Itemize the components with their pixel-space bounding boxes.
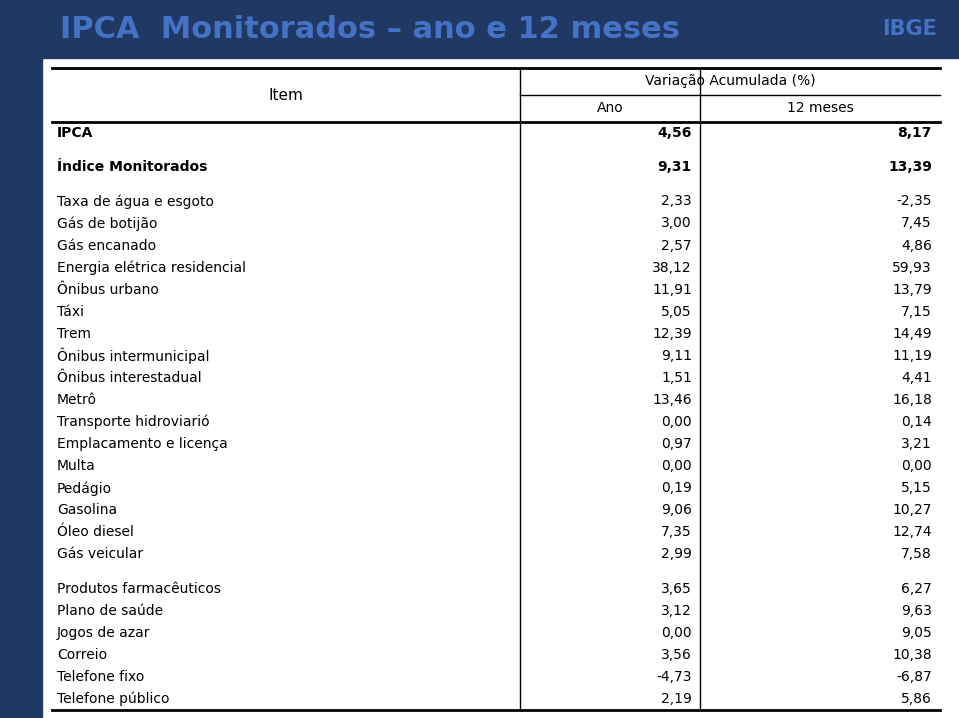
Text: 9,63: 9,63	[901, 604, 932, 617]
Text: 7,35: 7,35	[662, 526, 692, 539]
Text: 3,65: 3,65	[662, 582, 692, 596]
Text: IPCA  Monitorados – ano e 12 meses: IPCA Monitorados – ano e 12 meses	[60, 14, 680, 44]
Text: 7,58: 7,58	[901, 547, 932, 561]
Text: 59,93: 59,93	[893, 261, 932, 274]
Text: 8,17: 8,17	[898, 126, 932, 140]
Text: Metrô: Metrô	[57, 393, 97, 407]
Text: Emplacamento e licença: Emplacamento e licença	[57, 437, 227, 451]
Text: 7,15: 7,15	[901, 304, 932, 319]
Text: 13,46: 13,46	[652, 393, 692, 407]
Text: 0,97: 0,97	[662, 437, 692, 451]
Text: 4,86: 4,86	[901, 238, 932, 253]
Text: 11,19: 11,19	[892, 349, 932, 363]
Text: 1,51: 1,51	[661, 371, 692, 385]
Text: Óleo diesel: Óleo diesel	[57, 526, 134, 539]
Text: Ônibus urbano: Ônibus urbano	[57, 283, 159, 297]
Text: 0,00: 0,00	[662, 460, 692, 473]
Text: -2,35: -2,35	[897, 195, 932, 208]
Text: -4,73: -4,73	[657, 670, 692, 684]
Text: 5,15: 5,15	[901, 481, 932, 495]
Text: 3,56: 3,56	[662, 648, 692, 662]
Text: 4,56: 4,56	[658, 126, 692, 140]
Text: 16,18: 16,18	[892, 393, 932, 407]
Text: Gasolina: Gasolina	[57, 503, 117, 518]
Text: 12,39: 12,39	[652, 327, 692, 341]
Text: 2,99: 2,99	[661, 547, 692, 561]
Text: 5,86: 5,86	[901, 692, 932, 706]
Bar	[0, 0, 42, 718]
Text: Multa: Multa	[57, 460, 96, 473]
Text: Variação Acumulada (%): Variação Acumulada (%)	[644, 75, 815, 88]
Text: Gás veicular: Gás veicular	[57, 547, 143, 561]
Text: 7,45: 7,45	[901, 217, 932, 230]
Text: Trem: Trem	[57, 327, 91, 341]
Text: 38,12: 38,12	[652, 261, 692, 274]
Text: 0,19: 0,19	[661, 481, 692, 495]
Text: 11,91: 11,91	[652, 283, 692, 297]
Text: 0,00: 0,00	[662, 626, 692, 640]
Bar	[0, 0, 959, 58]
Text: Energia elétrica residencial: Energia elétrica residencial	[57, 261, 246, 275]
Text: IPCA: IPCA	[57, 126, 93, 140]
Text: 0,14: 0,14	[901, 415, 932, 429]
Text: 3,12: 3,12	[662, 604, 692, 617]
Text: 9,11: 9,11	[661, 349, 692, 363]
Text: IBGE: IBGE	[882, 19, 938, 39]
Text: 9,05: 9,05	[901, 626, 932, 640]
Text: 2,19: 2,19	[661, 692, 692, 706]
Text: Item: Item	[269, 88, 303, 103]
Text: Telefone público: Telefone público	[57, 691, 170, 707]
Text: Transporte hidroviarió: Transporte hidroviarió	[57, 415, 210, 429]
Text: Índice Monitorados: Índice Monitorados	[57, 160, 207, 174]
Text: 13,79: 13,79	[893, 283, 932, 297]
Text: Ônibus interestadual: Ônibus interestadual	[57, 371, 201, 385]
Text: Correio: Correio	[57, 648, 107, 662]
Text: Pedágio: Pedágio	[57, 481, 112, 495]
Text: Gás de botijão: Gás de botijão	[57, 216, 157, 230]
Text: Plano de saúde: Plano de saúde	[57, 604, 163, 617]
Text: 12,74: 12,74	[893, 526, 932, 539]
Text: 9,06: 9,06	[661, 503, 692, 518]
Text: 5,05: 5,05	[662, 304, 692, 319]
Text: 2,33: 2,33	[662, 195, 692, 208]
Text: Jogos de azar: Jogos de azar	[57, 626, 151, 640]
Text: 2,57: 2,57	[662, 238, 692, 253]
Text: 4,41: 4,41	[901, 371, 932, 385]
Text: Ônibus intermunicipal: Ônibus intermunicipal	[57, 348, 209, 364]
Text: 6,27: 6,27	[901, 582, 932, 596]
Text: 3,21: 3,21	[901, 437, 932, 451]
Text: 3,00: 3,00	[662, 217, 692, 230]
Text: 10,38: 10,38	[893, 648, 932, 662]
Text: 10,27: 10,27	[893, 503, 932, 518]
Text: Taxa de água e esgoto: Taxa de água e esgoto	[57, 194, 214, 209]
Text: 9,31: 9,31	[658, 160, 692, 174]
Text: 0,00: 0,00	[901, 460, 932, 473]
Text: Gás encanado: Gás encanado	[57, 238, 156, 253]
Text: 0,00: 0,00	[662, 415, 692, 429]
Text: 13,39: 13,39	[888, 160, 932, 174]
Text: 14,49: 14,49	[893, 327, 932, 341]
Text: Produtos farmacêuticos: Produtos farmacêuticos	[57, 582, 221, 596]
Text: Táxi: Táxi	[57, 304, 84, 319]
Text: Telefone fixo: Telefone fixo	[57, 670, 145, 684]
Text: 12 meses: 12 meses	[786, 101, 854, 116]
Text: Ano: Ano	[596, 101, 623, 116]
Text: -6,87: -6,87	[897, 670, 932, 684]
